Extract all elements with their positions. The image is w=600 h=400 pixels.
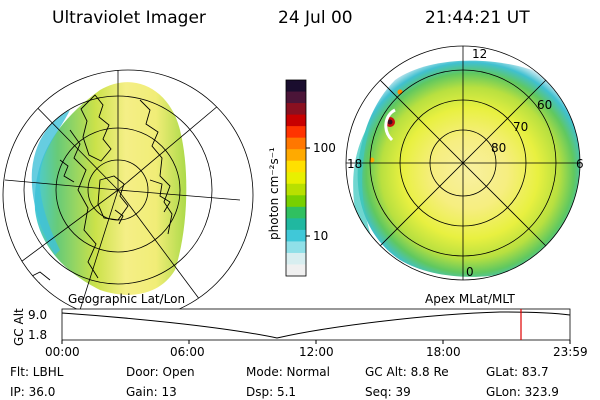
door-info: Door: Open (126, 365, 195, 379)
mlat-label-60: 60 (537, 98, 552, 112)
colorbar-cells (286, 80, 306, 277)
colorbar-cell (286, 252, 306, 265)
altitude-xtick-1200: 12:00 (299, 345, 334, 359)
colorbar: 100 10 photon cm⁻²s⁻¹ (267, 79, 336, 277)
coastline-siberia (139, 99, 173, 235)
dayside-gap (384, 108, 396, 142)
colorbar-cell (286, 91, 306, 104)
geographic-caption: Geographic Lat/Lon (68, 292, 185, 306)
glat-info: GLat: 83.7 (486, 365, 549, 379)
ip-info: IP: 36.0 (10, 385, 56, 399)
time-label: 21:44:21 UT (425, 8, 530, 28)
altitude-ytick-high: 9.0 (28, 308, 47, 322)
altitude-ylabel: GC Alt (12, 308, 26, 346)
mlat-label-80: 80 (491, 141, 506, 155)
colorbar-cell (286, 206, 306, 219)
colorbar-label: photon cm⁻²s⁻¹ (267, 147, 281, 240)
auroral-image-geographic-fringe (31, 110, 70, 255)
altitude-xticks (61, 340, 571, 344)
apex-caption: Apex MLat/MLT (425, 292, 515, 306)
altitude-ytick-low: 1.8 (28, 328, 47, 342)
mode-info: Mode: Normal (246, 365, 330, 379)
colorbar-cell (286, 126, 306, 139)
coastline-greenland (80, 94, 112, 162)
geographic-map-panel (2, 69, 254, 321)
gc-alt-info: GC Alt: 8.8 Re (365, 365, 449, 379)
altitude-xtick-0600: 06:00 (170, 345, 205, 359)
dsp-info: Dsp: 5.1 (246, 385, 297, 399)
instrument-title: Ultraviolet Imager (52, 8, 206, 28)
auroral-oval-polar (357, 60, 580, 277)
colorbar-frame (285, 79, 307, 277)
polar-map-panel: 12 18 6 0 60 70 80 (345, 45, 584, 281)
altitude-xtick-2359: 23:59 (553, 345, 588, 359)
hotspot-orange (397, 89, 403, 95)
mlat-label-70: 70 (513, 120, 528, 134)
hotspot-yellow (369, 157, 375, 163)
colorbar-tick-100: 100 (313, 141, 336, 155)
colorbar-cell (286, 149, 306, 162)
altitude-track: GC Alt 9.0 1.8 00:00 06:00 12:00 18:00 2… (12, 308, 588, 359)
mlt-label-18: 18 (347, 157, 362, 171)
glon-info: GLon: 323.9 (486, 385, 559, 399)
altitude-xtick-1800: 18:00 (426, 345, 461, 359)
colorbar-cell (286, 229, 306, 242)
seq-info: Seq: 39 (365, 385, 411, 399)
colorbar-cell (286, 183, 306, 196)
gain-info: Gain: 13 (126, 385, 177, 399)
colorbar-cell (286, 264, 306, 277)
colorbar-cell (286, 137, 306, 150)
filter-info: Flt: LBHL (10, 365, 64, 379)
colorbar-cell (286, 241, 306, 254)
altitude-xtick-0000: 00:00 (45, 345, 80, 359)
colorbar-cell (286, 160, 306, 173)
altitude-frame (61, 308, 571, 341)
colorbar-tick-10: 10 (313, 229, 328, 243)
colorbar-cell (286, 103, 306, 116)
mlt-label-12: 12 (472, 47, 487, 61)
colorbar-cell (286, 114, 306, 127)
coastline-canada (59, 129, 99, 279)
date-label: 24 Jul 00 (278, 8, 353, 28)
colorbar-cell (286, 172, 306, 185)
polar-grid (346, 46, 580, 280)
mlt-label-0: 0 (466, 265, 474, 279)
coastline-arctic (97, 175, 129, 225)
colorbar-cell (286, 218, 306, 231)
coastline-south (19, 269, 51, 286)
auroral-image-geographic (34, 82, 187, 295)
colorbar-cell (286, 80, 306, 93)
mlt-label-6: 6 (576, 157, 584, 171)
colorbar-cell (286, 195, 306, 208)
hotspot-core (387, 119, 393, 125)
altitude-curve (61, 311, 571, 339)
